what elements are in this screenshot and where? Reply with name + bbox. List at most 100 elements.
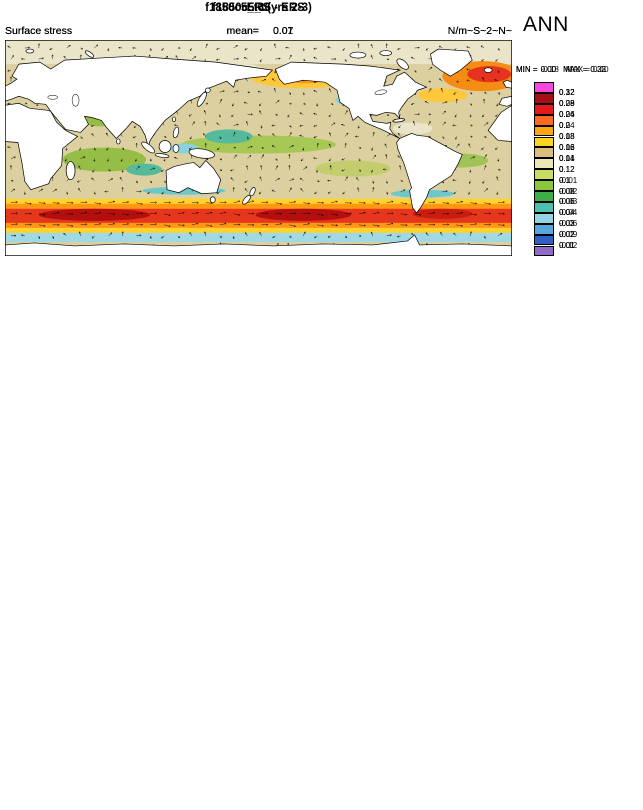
colorbar-tick-label: 0.08 bbox=[559, 186, 575, 196]
colorbar-tick-label: 0.1 bbox=[559, 175, 571, 185]
island bbox=[172, 144, 180, 153]
colorbar-tick-label: 0.04 bbox=[559, 208, 575, 218]
colorbar-box bbox=[534, 147, 554, 159]
colorbar-tick-label: 0.24 bbox=[559, 110, 575, 120]
colorbar-tick-label: 0.32 bbox=[559, 88, 575, 98]
island bbox=[65, 161, 76, 180]
island bbox=[172, 126, 180, 139]
landmass bbox=[430, 48, 473, 77]
landmass bbox=[502, 79, 512, 89]
colorbar-tick-label: 0.18 bbox=[559, 132, 575, 141]
island bbox=[158, 140, 172, 153]
colorbar-box bbox=[534, 169, 554, 181]
colorbar-tick-label: 0 bbox=[559, 164, 564, 174]
colorbar-tick-label: 0.16 bbox=[559, 142, 575, 152]
mean-readout: mean= 0.01 bbox=[227, 25, 294, 37]
colorbar-tick-label: 0.12 bbox=[559, 164, 575, 174]
colorbar-box bbox=[534, 191, 554, 202]
colorbar-tick-label: 0.18 bbox=[559, 132, 575, 141]
colorbar-box bbox=[534, 245, 554, 257]
island bbox=[204, 87, 211, 93]
colorbar-tick-label: 0.02 bbox=[559, 230, 575, 240]
colorbar-tick-label: -0.04 bbox=[559, 208, 578, 218]
landmass bbox=[396, 133, 463, 214]
mean-value: 0.07 bbox=[272, 25, 294, 37]
colorbar-box bbox=[534, 82, 554, 93]
island bbox=[25, 48, 35, 54]
variable-label: Surface stress bbox=[5, 25, 73, 37]
island bbox=[396, 58, 409, 70]
variable-label: Surface stress bbox=[5, 25, 73, 37]
max-value: 0.22 bbox=[590, 65, 606, 74]
colorbar-box bbox=[534, 158, 554, 170]
mean-label: mean= bbox=[226, 25, 259, 37]
colorbar-tick-label: 0.28 bbox=[559, 99, 575, 109]
units-label: N/m~S~2~N~ bbox=[447, 25, 512, 37]
landmass bbox=[5, 102, 79, 191]
mean-label: mean= bbox=[226, 25, 259, 37]
max-value: 0.33 bbox=[590, 65, 606, 74]
colorbar-tick-label: 0.14 bbox=[559, 153, 575, 163]
colorbar-diff: 0.12 0.09 0.06 0.04 0.03 0.02 0.01 0 -0.01 -0.02-… bbox=[534, 82, 598, 260]
island bbox=[172, 116, 176, 123]
panel-title: f1850c5_t6 (yrs 2-3) bbox=[205, 2, 312, 14]
min-value: 0.00 bbox=[540, 65, 557, 74]
colorbar-box bbox=[534, 103, 554, 115]
colorbar-tick-label: 0.04 bbox=[559, 208, 575, 218]
colorbar-box bbox=[534, 223, 554, 235]
min-label: MIN = bbox=[516, 65, 538, 74]
landmass bbox=[165, 160, 222, 195]
colorbar-tick-label: 0.12 bbox=[559, 88, 575, 98]
min-label: MIN = bbox=[516, 65, 538, 74]
panel-header: Surface stress mean= 0.07 N/m~S~2~N~ bbox=[5, 25, 512, 37]
colorbar-tick-label: 0.09 bbox=[559, 99, 575, 109]
minmax-readout: MIN = -0.18 MAX = 0.10 bbox=[516, 65, 643, 74]
island bbox=[209, 196, 216, 204]
units-label: N/m~S~2~N~ bbox=[447, 25, 512, 37]
island bbox=[392, 118, 405, 123]
colorbar-box bbox=[534, 136, 554, 148]
landmass bbox=[487, 104, 512, 142]
colorbar-tick-label: 0.03 bbox=[559, 132, 575, 141]
variable-label: Surface stress bbox=[5, 25, 73, 37]
max-label: MAX = bbox=[563, 65, 588, 74]
colorbar-box bbox=[534, 180, 554, 191]
minmax-readout: MIN = 0.00 MAX = 0.22 bbox=[516, 65, 643, 74]
season-label: ANN bbox=[523, 13, 569, 36]
colorbar-tick-label: 0.32 bbox=[559, 88, 575, 98]
colorbar-tick-label: 0.2 bbox=[559, 121, 571, 131]
panel-header: Surface stress mean= 0.01 N/m~S~2~N~ bbox=[5, 25, 512, 37]
colorbar-box bbox=[534, 125, 554, 137]
mean-readout: mean= 0.07 bbox=[227, 25, 294, 37]
colorbar-tick-label: 0.02 bbox=[559, 142, 575, 152]
colorbar-tick-label: -0.03 bbox=[559, 197, 578, 207]
colorbar-tick-label: 0.01 bbox=[559, 241, 575, 250]
panel-header: Surface stress mean= 0.07 N/m~S~2~N~ bbox=[5, 25, 512, 37]
island bbox=[196, 91, 207, 107]
mean-readout: mean= 0.07 bbox=[227, 25, 294, 37]
colorbar-tick-label: 0.03 bbox=[559, 219, 575, 229]
colorbar-tick-label: 0.12 bbox=[559, 164, 575, 174]
colorbar-tick-label: 0.06 bbox=[559, 197, 575, 207]
colorbar-box bbox=[534, 234, 554, 246]
units-label: N/m~S~2~N~ bbox=[447, 25, 512, 37]
colorbar-tick-label: 0.2 bbox=[559, 121, 571, 131]
lake bbox=[374, 89, 387, 95]
colorbar-box bbox=[534, 92, 554, 104]
colorbar-box bbox=[534, 201, 554, 213]
landmass bbox=[274, 61, 428, 139]
minmax-readout: MIN = 0.00 MAX = 0.33 bbox=[516, 65, 643, 74]
colorbar-tick-label: 0.24 bbox=[559, 110, 575, 120]
island bbox=[483, 67, 493, 73]
panel-title: ERS bbox=[246, 2, 271, 14]
colorbar-tick-label: 0.02 bbox=[559, 230, 575, 240]
landmass bbox=[498, 95, 512, 107]
colorbar-tick-label: 0.28 bbox=[559, 99, 575, 109]
colorbar-tick-label: -0.09 bbox=[559, 230, 578, 240]
island bbox=[379, 50, 393, 56]
colorbar-tick-label: 0.06 bbox=[559, 110, 575, 120]
panel-title: f1850c5_t6 - ERS bbox=[212, 2, 305, 14]
lake bbox=[47, 95, 58, 100]
mean-label: mean= bbox=[226, 25, 259, 37]
